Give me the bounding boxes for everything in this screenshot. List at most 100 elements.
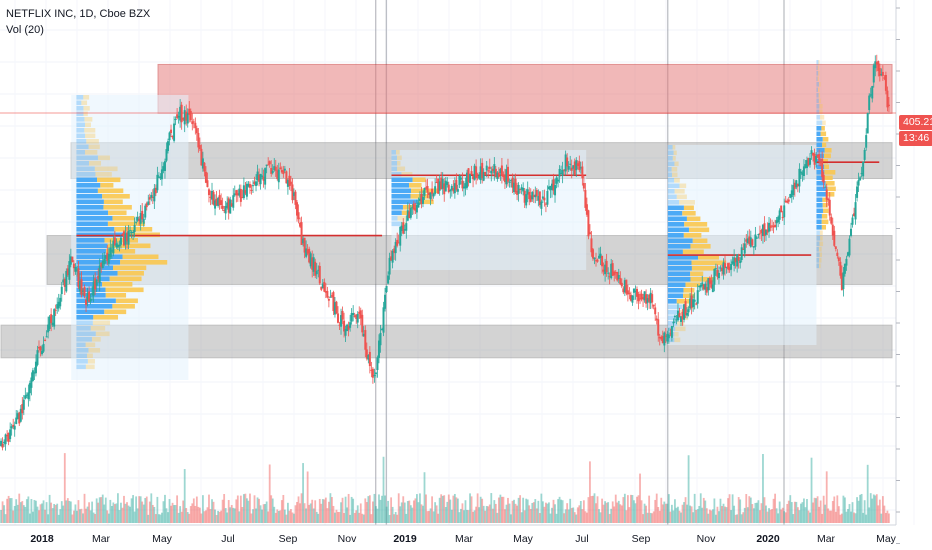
volume-bar	[860, 493, 863, 523]
candle-body	[789, 194, 792, 198]
volume-bar	[516, 505, 518, 523]
candle-body	[247, 183, 250, 187]
volume-bar	[881, 496, 884, 523]
candle-body	[66, 268, 69, 275]
candle-body	[680, 316, 683, 322]
volume-bar	[402, 496, 405, 523]
candle-body	[324, 291, 327, 293]
volume-bar	[508, 503, 511, 523]
volume-bar	[3, 505, 5, 523]
volume-bar	[479, 496, 482, 523]
volume-bar	[197, 506, 200, 523]
candle-body	[793, 182, 796, 189]
profile-bar-up	[667, 315, 681, 321]
volume-bar	[142, 504, 145, 523]
profile-bar-up	[76, 227, 115, 232]
volume-bar	[610, 508, 613, 523]
profile-bar-up	[76, 177, 98, 183]
profile-bar-down	[818, 98, 821, 104]
time-axis-label: Mar	[455, 533, 474, 545]
candle-body	[470, 171, 473, 175]
volume-bar	[165, 508, 168, 523]
volume-bar	[784, 512, 787, 523]
volume-bar	[801, 502, 804, 523]
candle-body	[277, 169, 280, 183]
volume-bar	[311, 499, 314, 523]
candle-body	[676, 310, 679, 321]
candle-body	[418, 198, 421, 201]
profile-bar-down	[822, 203, 828, 208]
candle-body	[787, 199, 790, 202]
candle-body	[783, 205, 786, 218]
profile-bar-up	[667, 282, 686, 288]
profile-bar-down	[824, 170, 836, 175]
candle-body	[792, 185, 795, 196]
candle-body	[62, 279, 65, 283]
candle-body	[690, 295, 693, 308]
volume-bar	[215, 514, 218, 523]
volume-bar	[554, 504, 556, 523]
volume-bar	[602, 504, 605, 523]
candle-body	[563, 169, 566, 171]
volume-bar	[880, 513, 883, 523]
profile-bar-down	[818, 247, 822, 252]
profile-bar-up	[816, 93, 819, 98]
candle-body	[180, 104, 183, 123]
candle-body	[336, 313, 339, 323]
candle-body	[511, 177, 514, 188]
volume-bar	[631, 495, 634, 523]
candle-body	[160, 169, 163, 180]
volume-profile-range	[391, 150, 587, 270]
profile-bar-down	[87, 353, 93, 359]
volume-bar	[393, 514, 396, 523]
candle-body	[584, 190, 587, 208]
candle-body	[264, 168, 267, 185]
candle-body	[3, 441, 6, 444]
volume-bar	[590, 496, 593, 523]
volume-bar	[469, 493, 471, 523]
volume-bar	[15, 499, 18, 523]
candle-body	[733, 257, 736, 266]
candle-body	[784, 200, 787, 203]
candle-body	[7, 432, 10, 442]
profile-bar-down	[397, 166, 406, 172]
candle-body	[497, 172, 500, 177]
profile-bar-up	[816, 247, 819, 252]
volume-bar	[482, 505, 485, 523]
candle-body	[763, 223, 766, 237]
candle-body	[285, 171, 288, 184]
profile-bar-down	[107, 243, 151, 249]
candle-body	[472, 176, 475, 180]
candle-body	[212, 191, 215, 205]
volume-bar	[497, 497, 500, 523]
candle-body	[150, 195, 153, 198]
candle-body	[642, 297, 645, 299]
candle-body	[232, 195, 235, 208]
candle-body	[587, 210, 590, 237]
profile-bar-down	[827, 186, 836, 192]
volume-bar	[837, 506, 840, 523]
volume-bar	[461, 503, 464, 523]
candle-body	[417, 202, 420, 208]
profile-bar-up	[667, 299, 677, 304]
candle-body	[839, 261, 842, 276]
candle-body	[629, 294, 632, 301]
candle-body	[692, 299, 695, 308]
volume-bar	[868, 507, 871, 523]
candle-body	[57, 301, 60, 309]
candle-body	[242, 185, 245, 199]
volume-bar	[291, 512, 294, 523]
profile-bar-down	[821, 219, 829, 225]
volume-bar	[179, 506, 182, 523]
profile-bar-down	[108, 210, 127, 216]
profile-bar-up	[816, 115, 821, 120]
volume-bar	[157, 514, 160, 523]
volume-bar	[120, 502, 122, 523]
volume-bar	[748, 496, 751, 523]
volume-bar	[652, 511, 655, 523]
candle-body	[13, 425, 16, 430]
profile-bar-up	[667, 271, 691, 277]
candle-body	[837, 257, 840, 262]
profile-bar-down	[88, 161, 102, 166]
profile-bar-up	[76, 95, 84, 100]
